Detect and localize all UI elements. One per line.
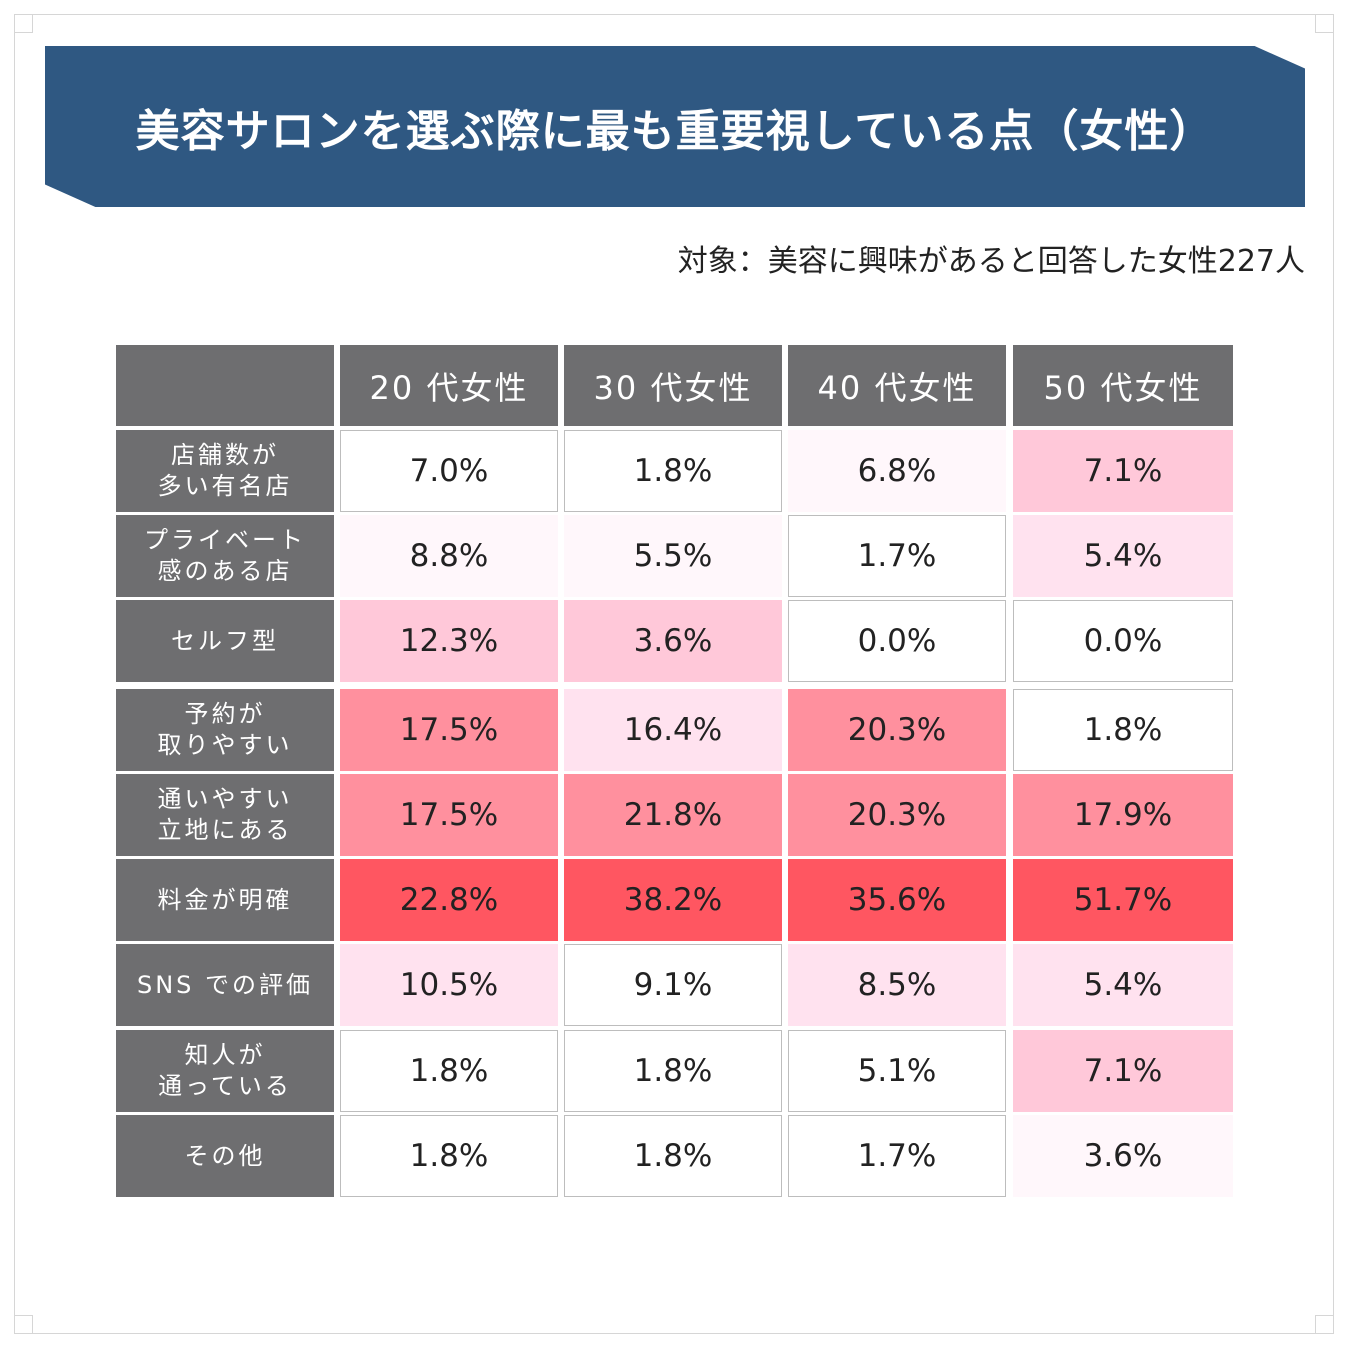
value-cell: 17.5% — [340, 689, 558, 771]
value-cell: 0.0% — [1013, 600, 1233, 682]
row-label: プライベート 感のある店 — [116, 515, 334, 597]
value-cell: 0.0% — [788, 600, 1006, 682]
column-header: 40 代女性 — [788, 345, 1006, 426]
value-cell: 7.1% — [1013, 1030, 1233, 1112]
value-cell: 5.4% — [1013, 515, 1233, 597]
value-cell: 1.8% — [564, 430, 782, 512]
value-cell: 1.8% — [564, 1030, 782, 1112]
value-cell: 1.8% — [564, 1115, 782, 1197]
row-label: 料金が明確 — [116, 859, 334, 941]
corner-mark — [1315, 15, 1333, 33]
row-label: セルフ型 — [116, 600, 334, 682]
value-cell: 12.3% — [340, 600, 558, 682]
row-label: SNS での評価 — [116, 944, 334, 1026]
value-cell: 8.5% — [788, 944, 1006, 1026]
chart-title: 美容サロンを選ぶ際に最も重要視している点（女性） — [135, 105, 1215, 157]
row-label: 通いやすい 立地にある — [116, 774, 334, 856]
corner-mark — [15, 15, 33, 33]
value-cell: 1.7% — [788, 515, 1006, 597]
row-label: 知人が 通っている — [116, 1030, 334, 1112]
row-label: 予約が 取りやすい — [116, 689, 334, 771]
value-cell: 1.8% — [1013, 689, 1233, 771]
chart-subtitle: 対象：美容に興味があると回答した女性227人 — [677, 244, 1305, 279]
value-cell: 5.5% — [564, 515, 782, 597]
value-cell: 20.3% — [788, 774, 1006, 856]
value-cell: 38.2% — [564, 859, 782, 941]
column-header: 30 代女性 — [564, 345, 782, 426]
value-cell: 8.8% — [340, 515, 558, 597]
corner-mark — [15, 1315, 33, 1333]
value-cell: 5.1% — [788, 1030, 1006, 1112]
value-cell: 3.6% — [564, 600, 782, 682]
header-corner — [116, 345, 334, 426]
value-cell: 5.4% — [1013, 944, 1233, 1026]
value-cell: 7.0% — [340, 430, 558, 512]
value-cell: 51.7% — [1013, 859, 1233, 941]
row-label: その他 — [116, 1115, 334, 1197]
row-label: 店舗数が 多い有名店 — [116, 430, 334, 512]
page-frame — [14, 14, 1334, 1334]
value-cell: 20.3% — [788, 689, 1006, 771]
value-cell: 1.8% — [340, 1115, 558, 1197]
value-cell: 3.6% — [1013, 1115, 1233, 1197]
column-header: 20 代女性 — [340, 345, 558, 426]
value-cell: 22.8% — [340, 859, 558, 941]
column-header: 50 代女性 — [1013, 345, 1233, 426]
value-cell: 10.5% — [340, 944, 558, 1026]
title-banner: 美容サロンを選ぶ際に最も重要視している点（女性） — [45, 46, 1305, 207]
value-cell: 9.1% — [564, 944, 782, 1026]
corner-mark — [1315, 1315, 1333, 1333]
value-cell: 17.5% — [340, 774, 558, 856]
value-cell: 1.7% — [788, 1115, 1006, 1197]
value-cell: 35.6% — [788, 859, 1006, 941]
value-cell: 6.8% — [788, 430, 1006, 512]
value-cell: 7.1% — [1013, 430, 1233, 512]
value-cell: 21.8% — [564, 774, 782, 856]
value-cell: 1.8% — [340, 1030, 558, 1112]
value-cell: 16.4% — [564, 689, 782, 771]
value-cell: 17.9% — [1013, 774, 1233, 856]
